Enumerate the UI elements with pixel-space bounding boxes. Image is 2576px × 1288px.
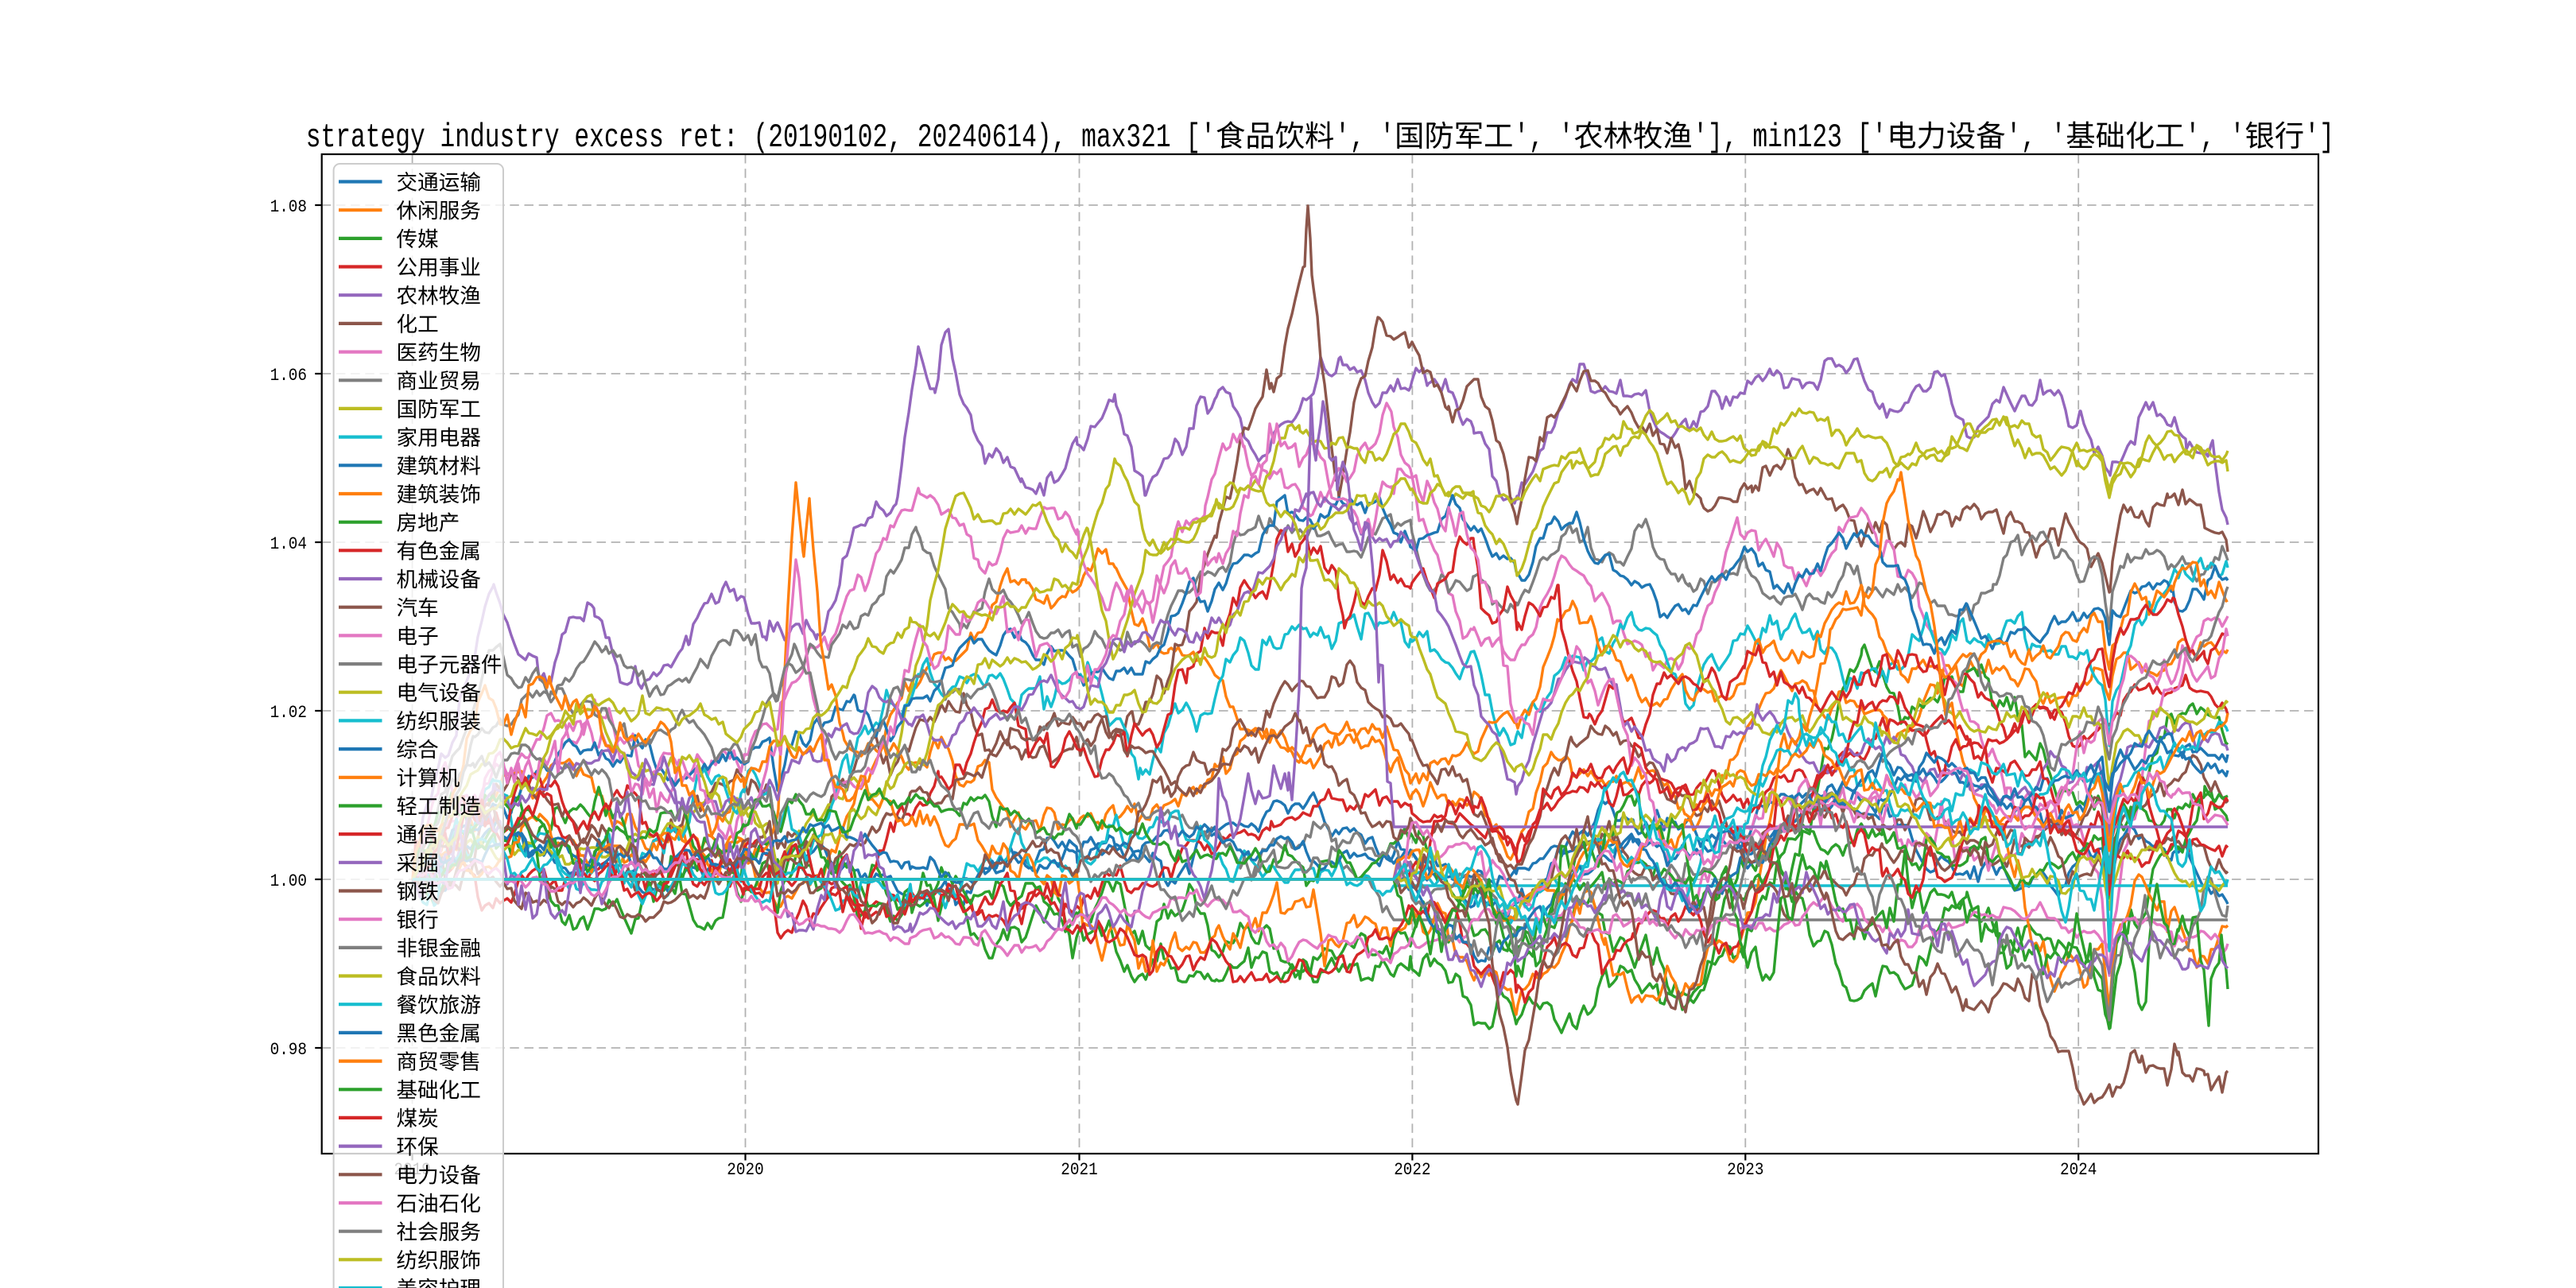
svg-text:2020: 2020	[727, 1161, 763, 1180]
svg-text:', ': ', '	[2006, 119, 2066, 157]
svg-text:1.06: 1.06	[270, 367, 307, 386]
svg-text:2024: 2024	[2060, 1161, 2097, 1180]
svg-text:1.02: 1.02	[270, 704, 307, 723]
svg-text:1.04: 1.04	[270, 535, 307, 554]
svg-text:2021: 2021	[1061, 1161, 1097, 1180]
svg-text:2023: 2023	[1727, 1161, 1763, 1180]
svg-text:1.08: 1.08	[270, 198, 307, 217]
svg-text:strategy industry excess ret:: strategy industry excess ret: (20190102,…	[306, 119, 1216, 157]
svg-text:', ': ', '	[1335, 119, 1395, 157]
svg-text:', ': ', '	[1514, 119, 1573, 157]
svg-text:']: ']	[2305, 119, 2335, 157]
svg-text:', ': ', '	[2185, 119, 2244, 157]
svg-text:'], min123 [': '], min123 ['	[1693, 119, 1887, 157]
svg-text:0.98: 0.98	[270, 1041, 307, 1060]
svg-text:1.00: 1.00	[270, 872, 307, 891]
svg-text:2022: 2022	[1394, 1161, 1430, 1180]
